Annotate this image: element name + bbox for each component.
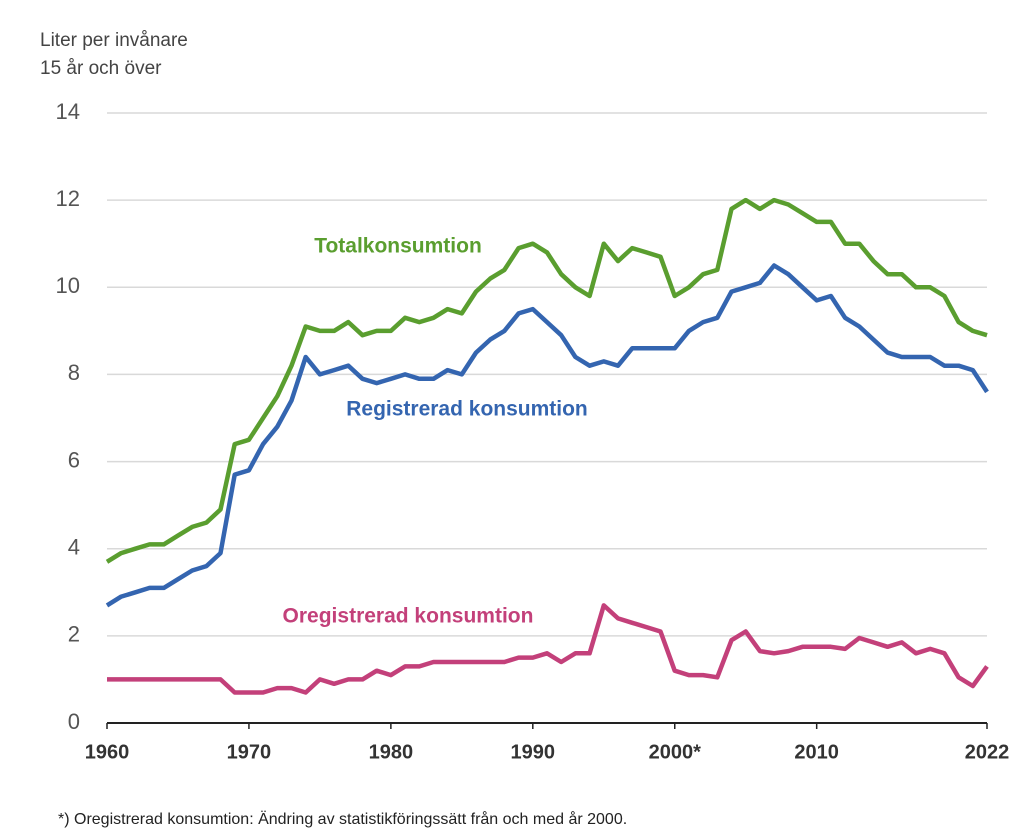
y-tick-label: 2: [68, 622, 80, 647]
y-tick-label: 4: [68, 535, 80, 560]
y-axis-label: Liter per invånare: [40, 30, 188, 51]
line-series: [105, 197, 988, 564]
x-tick-label: 1970: [227, 741, 272, 763]
x-tick-label: 2000*: [649, 741, 701, 763]
series-label: Totalkonsumtion: [314, 235, 482, 258]
y-tick-label: 0: [68, 709, 80, 734]
x-tick-label: 1960: [85, 741, 130, 763]
x-tick-label: 1980: [369, 741, 414, 763]
x-tick-label: 2022: [965, 741, 1010, 763]
y-tick-label: 6: [68, 447, 80, 472]
y-tick-label: 12: [56, 186, 80, 211]
x-tick-label: 2010: [794, 741, 839, 763]
y-tick-label: 14: [56, 99, 80, 124]
series-label: Registrerad konsumtion: [346, 398, 588, 421]
line-series: [105, 263, 989, 608]
footnote: *) Oregistrerad konsumtion: Ändring av s…: [58, 810, 627, 828]
line-series: [107, 603, 989, 695]
y-axis-label: 15 år och över: [40, 58, 162, 79]
x-tick-label: 1990: [511, 741, 556, 763]
y-tick-label: 8: [68, 360, 80, 385]
y-tick-label: 10: [56, 273, 80, 298]
series-label: Oregistrerad konsumtion: [283, 605, 534, 628]
